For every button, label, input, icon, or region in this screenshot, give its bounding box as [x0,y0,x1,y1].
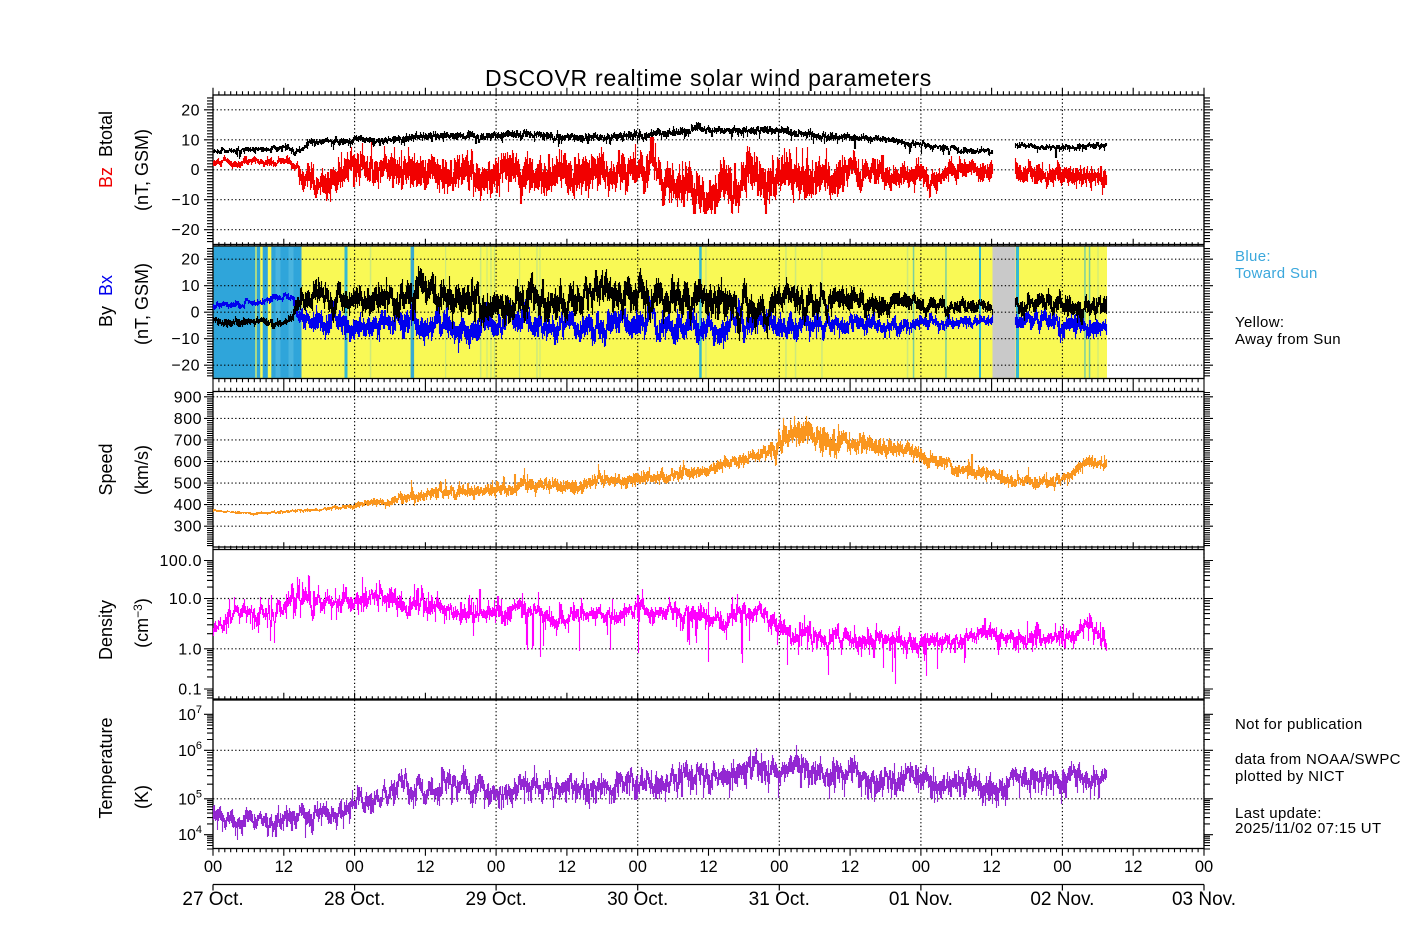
svg-text:01 Nov.: 01 Nov. [889,889,953,910]
svg-text:(nT, GSM): (nT, GSM) [132,129,152,211]
svg-text:10: 10 [181,132,200,149]
svg-text:12: 12 [841,858,859,876]
svg-text:(nT, GSM): (nT, GSM) [132,263,152,345]
svg-text:Last update:: Last update: [1235,805,1322,822]
svg-text:800: 800 [174,411,202,428]
svg-text:27 Oct.: 27 Oct. [182,889,243,910]
svg-text:03 Nov.: 03 Nov. [1172,889,1236,910]
svg-text:10.0: 10.0 [169,591,202,608]
svg-text:100.0: 100.0 [159,553,202,570]
svg-text:00: 00 [487,858,505,876]
svg-text:Away from Sun: Away from Sun [1235,331,1341,348]
svg-text:−20: −20 [171,358,200,375]
svg-text:−20: −20 [171,222,200,239]
svg-text:1.0: 1.0 [178,641,202,658]
svg-text:28 Oct.: 28 Oct. [324,889,385,910]
svg-text:data from NOAA/SWPC: data from NOAA/SWPC [1235,751,1401,768]
svg-text:Temperature: Temperature [96,717,116,818]
svg-text:12: 12 [416,858,434,876]
svg-text:29 Oct.: 29 Oct. [465,889,526,910]
svg-text:20: 20 [181,102,200,119]
svg-text:−10: −10 [171,331,200,348]
svg-text:700: 700 [174,432,202,449]
svg-text:Density: Density [96,600,116,660]
svg-text:600: 600 [174,454,202,471]
svg-text:00: 00 [912,858,930,876]
svg-text:2025/11/02 07:15 UT: 2025/11/02 07:15 UT [1235,820,1381,837]
svg-text:Yellow:: Yellow: [1235,314,1284,331]
svg-text:12: 12 [558,858,576,876]
svg-text:31 Oct.: 31 Oct. [749,889,810,910]
svg-text:00: 00 [204,858,222,876]
svg-text:−10: −10 [171,192,200,209]
svg-text:DSCOVR realtime solar wind par: DSCOVR realtime solar wind parameters [485,65,932,91]
svg-text:By Bx: By Bx [96,275,116,327]
svg-text:00: 00 [629,858,647,876]
svg-text:400: 400 [174,497,202,514]
svg-text:500: 500 [174,476,202,493]
svg-text:Speed: Speed [96,443,116,495]
svg-text:Blue:: Blue: [1235,248,1271,265]
svg-text:12: 12 [982,858,1000,876]
svg-text:00: 00 [770,858,788,876]
svg-text:Toward Sun: Toward Sun [1235,265,1318,282]
svg-text:00: 00 [1053,858,1071,876]
svg-text:12: 12 [1124,858,1142,876]
svg-text:30 Oct.: 30 Oct. [607,889,668,910]
svg-text:00: 00 [345,858,363,876]
svg-text:00: 00 [1195,858,1213,876]
svg-text:10: 10 [181,278,200,295]
svg-text:0.1: 0.1 [178,682,202,699]
svg-text:(km/s): (km/s) [132,445,152,495]
svg-text:12: 12 [699,858,717,876]
svg-text:plotted by NICT: plotted by NICT [1235,768,1344,785]
svg-text:900: 900 [174,389,202,406]
svg-text:Not for publication: Not for publication [1235,716,1363,733]
svg-text:02 Nov.: 02 Nov. [1030,889,1094,910]
svg-text:Bz Btotal: Bz Btotal [96,111,116,188]
svg-text:0: 0 [191,305,200,322]
svg-text:300: 300 [174,519,202,536]
svg-text:0: 0 [191,162,200,179]
svg-text:(K): (K) [132,785,152,809]
svg-text:20: 20 [181,252,200,269]
svg-text:12: 12 [275,858,293,876]
